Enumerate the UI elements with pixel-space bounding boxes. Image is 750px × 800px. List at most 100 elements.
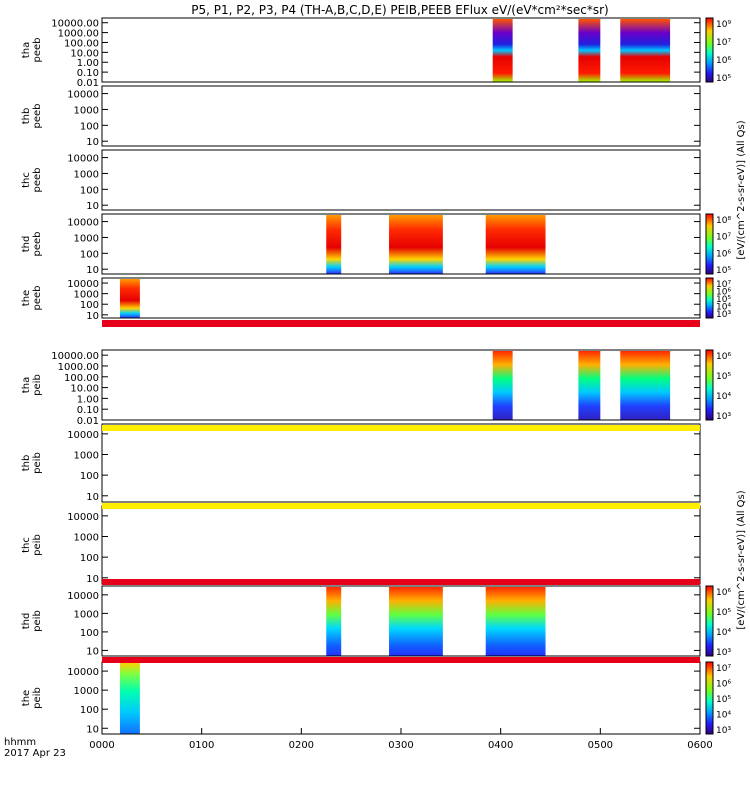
y-tick-label: 100.00: [64, 38, 99, 49]
y-tick-label: 0.10: [77, 405, 99, 416]
colorbar-4: [705, 585, 714, 657]
data-block-thd-peib-2: [485, 587, 546, 656]
y-tick-label: 100: [80, 705, 99, 716]
panel-frame: [101, 17, 701, 83]
colorbar-tick-label: 10⁶: [716, 680, 731, 690]
y-tick-label: 0.01: [77, 78, 99, 89]
colorbar-tick-label: 10⁶: [716, 56, 731, 66]
y-tick-label: 1000.00: [58, 362, 99, 373]
colorbar-tick-label: 10⁵: [716, 608, 731, 618]
panel-label-probe: the: [21, 290, 32, 306]
data-block-the-peeb-0: [119, 279, 140, 318]
y-tick-label: 10000: [67, 667, 99, 678]
y-tick-label: 100: [80, 185, 99, 196]
colorbar-tick-label: 10⁵: [716, 266, 731, 276]
colorbar-tick-label: 10⁵: [716, 372, 731, 382]
panel-frame: [101, 505, 701, 585]
y-tick-label: 10: [86, 137, 99, 148]
y-tick-label: 1000.00: [58, 29, 99, 40]
y-tick-label: 10: [86, 574, 99, 585]
colorbar-tick-label: 10⁴: [716, 628, 731, 638]
x-axis-label-date: 2017 Apr 23: [4, 748, 66, 759]
panel-label-product: peeb: [32, 232, 43, 257]
y-tick-label: 1000: [74, 609, 99, 620]
colorbar-tick-label: 10⁶: [716, 288, 731, 298]
x-tick-label: 0000: [89, 740, 114, 751]
x-tick-label: 0300: [388, 740, 413, 751]
data-block-tha-peeb-1: [578, 19, 601, 82]
colorbar-tick-label: 10⁴: [716, 711, 731, 721]
y-tick-label: 10000.00: [51, 19, 99, 30]
colorbar-tick-label: 10⁴: [716, 392, 731, 402]
data-block-tha-peeb-2: [620, 19, 671, 82]
separator-bar-1: [102, 425, 700, 431]
x-tick-label: 0400: [488, 740, 513, 751]
colorbar-label-upper: [eV/(cm^2-s-sr-eV)] (All Qs): [736, 120, 747, 259]
panel-thd-peib: 10000 1000 100 10 thd peib: [21, 585, 701, 657]
panel-label-probe: thc: [21, 537, 32, 553]
panel-label-product: peeb: [32, 286, 43, 311]
colorbar-tick-label: 10⁸: [716, 216, 731, 226]
data-block-thd-peeb-1: [389, 215, 443, 274]
panel-label-product: peib: [32, 374, 43, 396]
y-tick-label: 10: [86, 646, 99, 657]
colorbar-tick-label: 10⁷: [716, 233, 731, 243]
separator-bar-3: [102, 579, 700, 585]
panel-label-probe: thd: [21, 236, 32, 253]
colorbar-tick-label: 10⁷: [716, 280, 731, 290]
y-tick-label: 100: [80, 300, 99, 311]
y-tick-label: 10.00: [70, 48, 99, 59]
data-block-tha-peib-0: [492, 351, 513, 420]
y-tick-label: 1000: [74, 233, 99, 244]
data-block-tha-peeb-0: [492, 19, 513, 82]
x-axis-label-hhmm: hhmm: [4, 737, 36, 748]
panel-label-product: peib: [32, 452, 43, 474]
y-tick-label: 100: [80, 471, 99, 482]
x-tick-label: 0600: [687, 740, 712, 751]
panel-label-probe: tha: [21, 42, 32, 58]
y-tick-label: 10: [86, 724, 99, 735]
colorbar-2: [705, 277, 714, 319]
colorbars-group: 10⁹10⁷10⁶10⁵10⁸10⁷10⁶10⁵10⁷10⁶10⁵10⁴10³1…: [705, 17, 747, 736]
panel-frame: [101, 585, 701, 657]
y-tick-label: 0.01: [77, 416, 99, 427]
panel-label-probe: thb: [21, 455, 32, 472]
data-block-the-peib-0: [119, 663, 140, 734]
colorbar-tick-label: 10³: [716, 726, 731, 736]
panel-label-probe: the: [21, 690, 32, 706]
x-tick-label: 0500: [588, 740, 613, 751]
colorbar-1: [705, 213, 714, 275]
panel-frame: [101, 277, 701, 319]
separator-bar-4: [102, 657, 700, 663]
panel-label-probe: thb: [21, 108, 32, 125]
colorbar-tick-label: 10⁶: [716, 588, 731, 598]
colorbar-0: [705, 17, 714, 83]
data-block-thd-peeb-2: [485, 215, 546, 274]
y-tick-label: 1000: [74, 686, 99, 697]
colorbar-tick-label: 10³: [716, 412, 731, 422]
panel-label-product: peeb: [32, 38, 43, 63]
panel-the-peib: 10000 1000 100 10 the peib: [21, 661, 701, 735]
y-tick-label: 100: [80, 249, 99, 260]
panel-frame: [101, 661, 701, 735]
panel-label-product: peeb: [32, 104, 43, 129]
panel-label-probe: tha: [21, 377, 32, 393]
panel-thb-peib: 10000 1000 100 10 thb peib: [21, 423, 701, 503]
separator-bar-0: [102, 320, 700, 327]
y-tick-label: 1.00: [77, 58, 99, 69]
y-tick-label: 10: [86, 265, 99, 276]
panel-frame: [101, 349, 701, 421]
colorbar-5: [705, 661, 714, 735]
colorbar-tick-label: 10⁵: [716, 74, 731, 84]
panels-group: 10000.001000.00100.0010.001.000.100.01th…: [21, 17, 701, 735]
panel-label-probe: thc: [21, 172, 32, 188]
y-tick-label: 10.00: [70, 384, 99, 395]
colorbar-tick-label: 10⁴: [716, 303, 731, 313]
colorbar-tick-label: 10³: [716, 310, 731, 320]
y-tick-label: 1000: [74, 290, 99, 301]
y-tick-label: 0.10: [77, 68, 99, 79]
colorbar-tick-label: 10⁶: [716, 249, 731, 259]
